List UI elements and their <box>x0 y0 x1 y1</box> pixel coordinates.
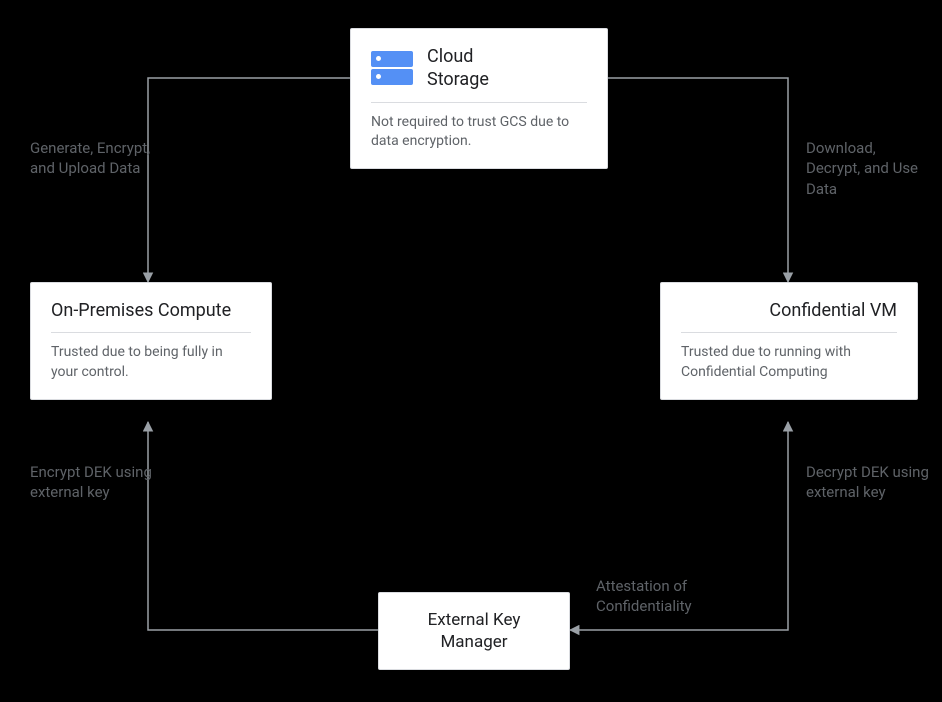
node-desc: Trusted due to being fully in your contr… <box>51 343 251 382</box>
divider <box>51 332 251 333</box>
node-confidential-vm: Confidential VM Trusted due to running w… <box>660 282 918 400</box>
node-cloud-storage: Cloud Storage Not required to trust GCS … <box>350 28 608 169</box>
label-decrypt-dek: Decrypt DEK using external key <box>806 462 936 503</box>
node-title: On-Premises Compute <box>51 299 251 322</box>
cloud-storage-icon <box>371 51 413 85</box>
label-encrypt-dek: Encrypt DEK using external key <box>30 462 160 503</box>
node-title: Confidential VM <box>681 299 897 322</box>
label-attestation: Attestation of Confidentiality <box>596 576 736 617</box>
label-download: Download, Decrypt, and Use Data <box>806 138 926 199</box>
edge-storage-onprem <box>148 78 350 282</box>
node-title: Cloud Storage <box>427 45 489 92</box>
node-desc: Trusted due to running with Confidential… <box>681 343 897 382</box>
node-external-key-manager: External Key Manager <box>378 592 570 670</box>
node-title: External Key Manager <box>399 609 549 653</box>
node-desc: Not required to trust GCS due to data en… <box>371 113 587 152</box>
edge-ekm-onprem <box>148 422 378 630</box>
label-upload: Generate, Encrypt, and Upload Data <box>30 138 170 179</box>
node-on-premises: On-Premises Compute Trusted due to being… <box>30 282 272 400</box>
edge-storage-confvm <box>608 78 788 282</box>
divider <box>681 332 897 333</box>
divider <box>371 102 587 103</box>
